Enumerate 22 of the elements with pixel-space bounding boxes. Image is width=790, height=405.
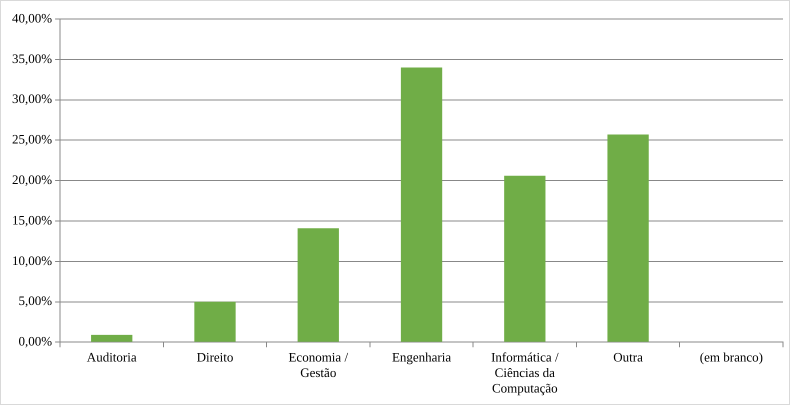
y-tick-label: 5,00% [18, 293, 52, 308]
x-tick-label: Outra [613, 349, 644, 364]
x-tick-label: Engenharia [392, 349, 452, 364]
x-tick-label: Informática / Ciências da Computação [491, 349, 559, 396]
y-tick-label: 10,00% [12, 252, 52, 268]
bar [607, 134, 649, 342]
bar [91, 334, 132, 342]
bar [194, 302, 236, 342]
x-tick-label: Economia / Gestão [288, 349, 348, 380]
y-tick-label: 35,00% [12, 50, 52, 66]
x-tick-label: Direito [196, 349, 234, 364]
y-tick-label: 0,00% [18, 334, 52, 349]
bar [504, 176, 546, 342]
y-tick-label: 25,00% [12, 132, 52, 147]
bar [400, 67, 442, 342]
y-tick-label: 20,00% [12, 172, 52, 188]
x-tick-label: (em branco) [700, 349, 763, 364]
y-tick-label: 40,00% [12, 10, 52, 26]
bar [298, 228, 339, 342]
y-tick-label: 15,00% [12, 212, 52, 228]
y-tick-label: 30,00% [12, 91, 52, 106]
x-tick-label: Auditoria [86, 349, 137, 364]
